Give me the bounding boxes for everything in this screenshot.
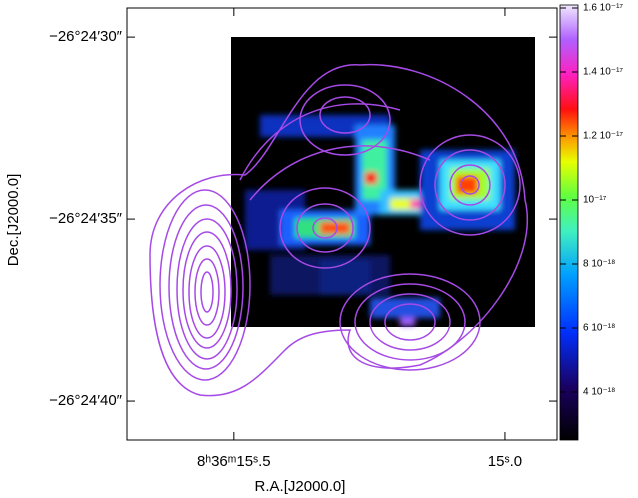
image [231, 37, 535, 327]
colorbar-tick-label: 8 10⁻¹⁸ [583, 259, 615, 270]
contours [149, 63, 529, 397]
x-tick-label: 8ʰ36ᵐ15ˢ.5 [197, 453, 271, 470]
colorbar-tick-label: 1.2 10⁻¹⁷ [583, 131, 623, 142]
colorbar-tick-label: 10⁻¹⁷ [583, 195, 607, 206]
x-axis-label: R.A.[J2000.0] [255, 478, 346, 495]
y-axis-label: Dec.[J2000.0] [5, 174, 22, 267]
y-tick-label: −26°24′40″ [49, 392, 123, 409]
plot-frame [126, 7, 558, 441]
colorbar-tick-label: 1.4 10⁻¹⁷ [583, 67, 623, 78]
colorbar-tick-label: 1.6 10⁻¹⁷ [583, 3, 623, 14]
y-tick-label: −26°24′30″ [49, 28, 123, 45]
x-tick-label: 15ˢ.0 [488, 453, 522, 470]
colorbar-tick-label: 4 10⁻¹⁸ [583, 387, 615, 398]
colorbar-tick-label: 6 10⁻¹⁸ [583, 323, 615, 334]
colorbar: 1.6 10⁻¹⁷ 1.4 10⁻¹⁷ 1.2 10⁻¹⁷ 10⁻¹⁷ 8 10⁻¹⁸ 6… [559, 3, 623, 441]
y-tick-label: −26°24′35″ [49, 210, 123, 227]
